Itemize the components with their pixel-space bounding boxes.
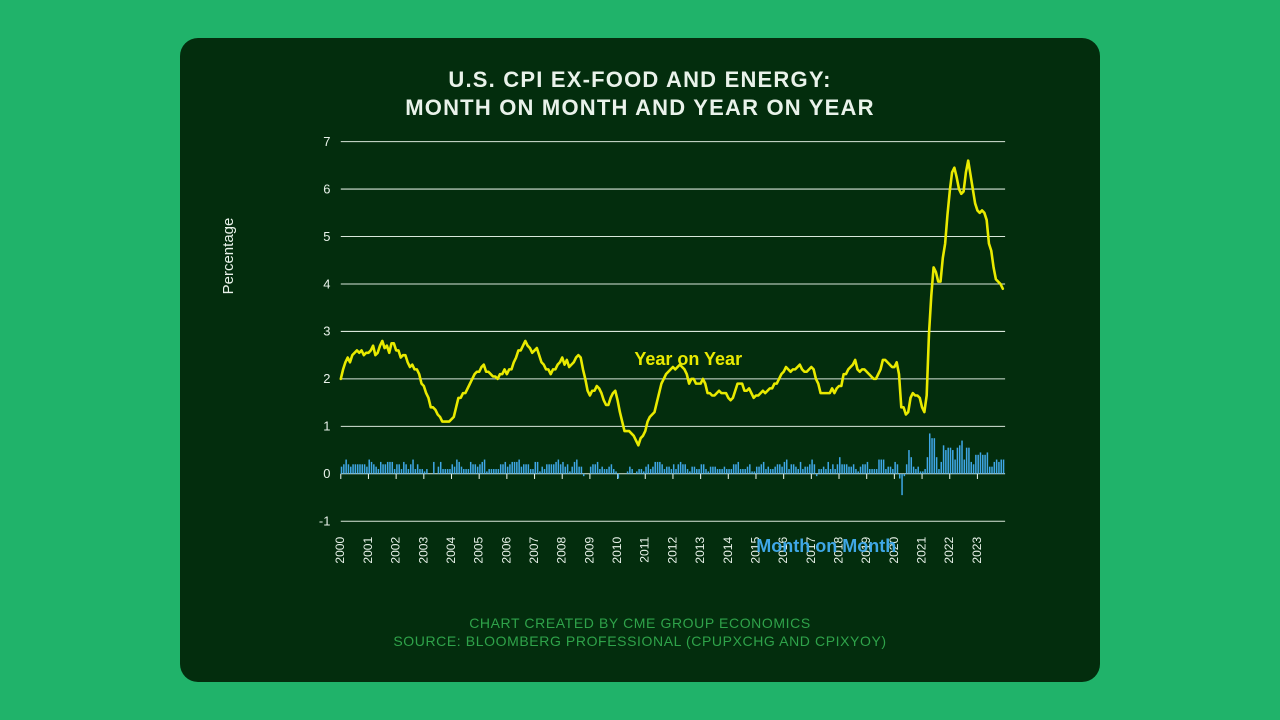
svg-text:7: 7 [323, 134, 330, 149]
svg-text:1: 1 [323, 419, 330, 434]
chart-title-line1: U.S. CPI EX-FOOD AND ENERGY: [180, 66, 1100, 94]
svg-text:6: 6 [323, 181, 330, 196]
svg-text:2007: 2007 [527, 536, 541, 563]
chart-title-line2: MONTH ON MONTH AND YEAR ON YEAR [180, 94, 1100, 122]
svg-text:2021: 2021 [915, 536, 929, 563]
svg-text:2000: 2000 [333, 536, 347, 563]
svg-text:2004: 2004 [444, 536, 458, 563]
series-label-yoy: Year on Year [634, 349, 742, 370]
chart-title: U.S. CPI EX-FOOD AND ENERGY: MONTH ON MO… [180, 66, 1100, 122]
footer-line2: SOURCE: BLOOMBERG PROFESSIONAL (CPUPXCHG… [180, 632, 1100, 650]
svg-text:2002: 2002 [389, 536, 403, 563]
svg-text:2022: 2022 [942, 536, 956, 563]
svg-text:2013: 2013 [693, 536, 707, 563]
svg-text:2023: 2023 [970, 536, 984, 563]
y-axis-label: Percentage [220, 36, 237, 476]
svg-text:-1: -1 [319, 514, 331, 529]
svg-text:0: 0 [323, 466, 330, 481]
svg-text:2006: 2006 [499, 536, 513, 563]
svg-text:2014: 2014 [721, 536, 735, 563]
svg-text:3: 3 [323, 324, 330, 339]
page-root: U.S. CPI EX-FOOD AND ENERGY: MONTH ON MO… [0, 0, 1280, 720]
chart-footer: CHART CREATED BY CME GROUP ECONOMICS SOU… [180, 614, 1100, 650]
svg-text:2: 2 [323, 371, 330, 386]
svg-text:2003: 2003 [416, 536, 430, 563]
series-label-mom: Month on Month [756, 536, 896, 557]
svg-text:2005: 2005 [472, 536, 486, 563]
footer-line1: CHART CREATED BY CME GROUP ECONOMICS [180, 614, 1100, 632]
svg-text:4: 4 [323, 276, 330, 291]
svg-text:2010: 2010 [610, 536, 624, 563]
svg-text:2008: 2008 [555, 536, 569, 563]
svg-text:2012: 2012 [665, 536, 679, 563]
chart-card: U.S. CPI EX-FOOD AND ENERGY: MONTH ON MO… [180, 38, 1100, 682]
svg-text:2009: 2009 [582, 536, 596, 563]
svg-text:2011: 2011 [638, 536, 652, 562]
svg-text:5: 5 [323, 229, 330, 244]
chart-plot-area: Percentage -1012345672000200120022003200… [275, 133, 1045, 573]
svg-text:2001: 2001 [361, 536, 375, 563]
